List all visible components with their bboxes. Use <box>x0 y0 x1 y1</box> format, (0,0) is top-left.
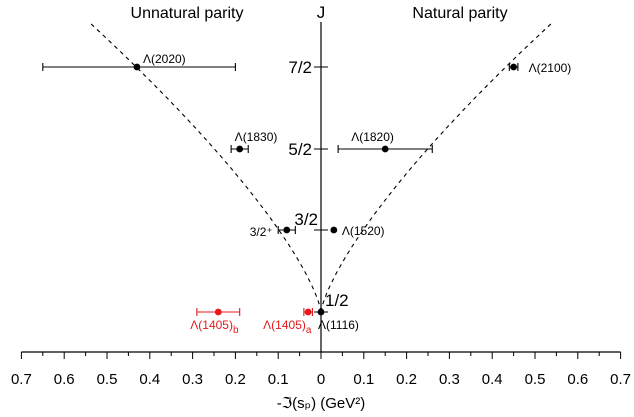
x-tick-label: 0.3 <box>439 371 460 388</box>
point-label: Λ(1820) <box>351 130 394 144</box>
point-label: Λ(1520) <box>342 224 385 238</box>
x-tick-label: 0.5 <box>525 371 546 388</box>
chart-frame <box>20 22 622 359</box>
x-tick-label: 0.3 <box>182 371 203 388</box>
x-tick-label: 0.1 <box>268 371 289 388</box>
point-label: Λ(1405)b <box>190 318 239 336</box>
j-axis-title: J <box>317 3 326 22</box>
x-tick-label: 0.1 <box>353 371 374 388</box>
data-point <box>510 63 517 71</box>
point-label: Λ(1116) <box>318 318 359 332</box>
x-tick-label: 0.7 <box>610 371 631 388</box>
point-label: Λ(2100) <box>529 61 572 75</box>
data-point <box>214 308 222 316</box>
data-point <box>317 308 325 316</box>
data-point <box>330 226 338 234</box>
data-point <box>304 308 312 316</box>
data-point <box>381 145 389 153</box>
data-points <box>42 63 519 316</box>
data-point <box>283 226 291 234</box>
x-tick-label: 0.6 <box>54 371 75 388</box>
j-tick-label: 1/2 <box>325 291 349 310</box>
point-label-subscript: b <box>233 325 239 336</box>
j-tick-label: 7/2 <box>288 58 312 77</box>
x-tick-label: 0.2 <box>225 371 246 388</box>
x-tick-label: 0.2 <box>396 371 417 388</box>
j-tick-label: 5/2 <box>288 140 312 159</box>
point-label: Λ(2020) <box>143 52 186 66</box>
right-title: Natural parity <box>412 5 507 22</box>
x-tick-label: 0.7 <box>11 371 32 388</box>
trajectory-curves <box>88 21 554 313</box>
j-tick-label: 3/2 <box>294 210 318 229</box>
x-tick-label: 0 <box>317 371 325 388</box>
x-axis-title: -ℑ(sₚ) (GeV²) <box>277 395 366 412</box>
x-tick-label: 0.4 <box>482 371 503 388</box>
parity-label-3-2-plus: 3/2⁺ <box>250 225 273 239</box>
point-label-subscript: a <box>306 325 312 336</box>
point-label: Λ(1830) <box>235 130 278 144</box>
x-tick-label: 0.6 <box>567 371 588 388</box>
trajectory-unnatural <box>88 21 322 313</box>
data-point <box>236 145 244 153</box>
text-labels: 0.7 0.6 0.5 0.4 0.3 0.2 0.1 0 0.1 0.2 0.3 0.4 0.5 0.6… <box>11 3 631 412</box>
data-point <box>133 63 141 71</box>
x-tick-label: 0.4 <box>139 371 160 388</box>
x-tick-label: 0.5 <box>97 371 118 388</box>
point-label: Λ(1405)a <box>263 318 312 336</box>
trajectory-natural <box>320 21 554 313</box>
left-title: Unnatural parity <box>131 5 244 22</box>
